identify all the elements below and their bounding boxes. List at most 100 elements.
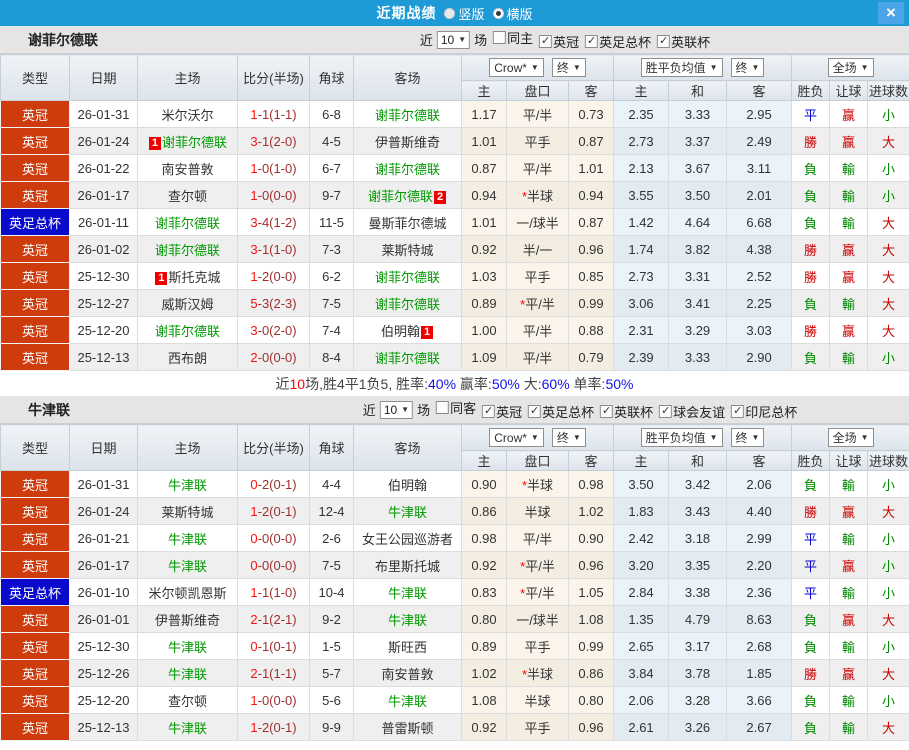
result-cell: 平 xyxy=(791,524,831,552)
home-odds: 0.89 xyxy=(461,632,507,660)
away-team: 伯明翰 xyxy=(353,470,462,498)
handicap-line: 半球 xyxy=(506,497,569,525)
away-odds: 0.87 xyxy=(567,127,615,155)
bookmaker-dropdown[interactable]: Crow* ▼ xyxy=(489,58,544,78)
match-type-badge: 英足总杯 xyxy=(0,578,70,606)
match-type-badge: 英冠 xyxy=(0,262,70,290)
match-type-badge: 英冠 xyxy=(0,605,70,633)
away-odds: 1.01 xyxy=(567,154,615,182)
bookmaker-dropdown[interactable]: Crow* ▼ xyxy=(489,428,544,448)
final-mean-dropdown[interactable]: 终 ▼ xyxy=(730,428,765,447)
filter-checkbox[interactable]: ✓ 英联杯 xyxy=(600,402,653,421)
col-away: 客场 xyxy=(353,424,462,471)
table-row: 英足总杯 26-01-11 谢菲尔德联 3-4(1-2) 11-5 曼斯菲尔德城… xyxy=(0,208,909,236)
checkbox-unchecked-icon xyxy=(436,401,450,414)
filter-checkbox[interactable]: ✓ 印尼总杯 xyxy=(731,402,797,421)
away-team: 谢菲尔德联 xyxy=(353,154,462,182)
corner-count: 9-7 xyxy=(309,181,354,209)
summary-text: 赢率: xyxy=(456,375,492,392)
final-odds-dropdown[interactable]: 终 ▼ xyxy=(551,427,586,447)
home-team: 牛津联 xyxy=(137,551,238,579)
away-team: 谢菲尔德联 xyxy=(353,100,462,128)
match-date: 26-01-11 xyxy=(69,208,138,236)
match-score: 1-2(0-1) xyxy=(237,713,310,741)
col-goals: 进球数 xyxy=(867,450,909,471)
wdl-mean-dropdown[interactable]: 胜平负均值 ▼ xyxy=(640,58,723,77)
table-row: 英冠 26-01-31 牛津联 0-2(0-1) 4-4 伯明翰 0.90 *半… xyxy=(0,470,909,498)
games-count-dropdown[interactable]: 10 ▼ xyxy=(379,400,414,419)
horizontal-layout-radio[interactable]: 横版 xyxy=(492,4,533,23)
mean-home-odds: 2.84 xyxy=(613,578,670,606)
handicap-line: 平/半 xyxy=(506,316,569,344)
fulltime-dropdown[interactable]: 全场 ▼ xyxy=(827,428,874,447)
match-score: 1-0(1-0) xyxy=(237,154,310,182)
home-odds: 0.92 xyxy=(461,713,507,741)
match-date: 25-12-30 xyxy=(69,262,138,290)
chevron-down-icon: ▼ xyxy=(572,432,581,442)
mean-home-odds: 2.73 xyxy=(613,262,670,290)
final-odds-dropdown[interactable]: 终 ▼ xyxy=(551,57,586,77)
titlebar: 近期战绩 竖版 横版 × xyxy=(0,0,909,26)
final-mean-dropdown[interactable]: 终 ▼ xyxy=(730,58,765,77)
result-cell: 勝 xyxy=(791,316,831,344)
away-odds: 0.87 xyxy=(567,208,615,236)
home-team: 伊普斯维奇 xyxy=(137,605,238,633)
mean-draw-odds: 3.35 xyxy=(668,551,728,579)
match-score: 1-2(0-0) xyxy=(237,262,310,290)
filter-controls: 近 10 ▼ 场 同主 ✓ 英冠 ✓ 英足总杯 ✓ 英联杯 xyxy=(420,28,710,51)
away-odds: 0.99 xyxy=(567,632,615,660)
filter-checkbox[interactable]: ✓ 英足总杯 xyxy=(528,402,594,421)
filter-checkbox[interactable]: 同主 xyxy=(493,28,533,47)
radio-checked-icon xyxy=(492,7,504,19)
games-count-dropdown[interactable]: 10 ▼ xyxy=(436,30,471,49)
match-date: 26-01-24 xyxy=(69,127,138,155)
match-type-badge: 英冠 xyxy=(0,470,70,498)
col-handicap: 盘口 xyxy=(506,450,569,471)
goals-result-cell: 大 xyxy=(867,713,909,741)
fulltime-dropdown[interactable]: 全场 ▼ xyxy=(827,58,874,77)
filter-checkbox[interactable]: ✓ 球会友谊 xyxy=(659,402,725,421)
mean-home-odds: 3.20 xyxy=(613,551,670,579)
corner-count: 11-5 xyxy=(309,208,354,236)
section-bar-oxford: 牛津联 近 10 ▼ 场 同客 ✓ 英冠 ✓ 英足总杯 ✓ 英联杯 ✓ 球会友谊 ✓ 印尼总杯 xyxy=(0,396,909,424)
match-type-badge: 英冠 xyxy=(0,343,70,371)
match-date: 26-01-17 xyxy=(69,181,138,209)
vertical-layout-radio[interactable]: 竖版 xyxy=(444,4,485,23)
col-date: 日期 xyxy=(69,424,138,471)
col-odds-away: 客 xyxy=(567,450,615,471)
table-row: 英冠 25-12-20 谢菲尔德联 3-0(2-0) 7-4 伯明翰 1 1.00… xyxy=(0,316,909,344)
col-result: 胜负 xyxy=(791,450,831,471)
handicap-line: 平手 xyxy=(506,713,569,741)
handicap-result-cell: 輸 xyxy=(829,289,869,317)
table-row: 英冠 26-01-01 伊普斯维奇 2-1(2-1) 9-2 牛津联 0.80 … xyxy=(0,605,909,633)
mean-away-odds: 4.40 xyxy=(726,497,793,525)
goals-result-cell: 大 xyxy=(867,208,909,236)
mean-draw-odds: 3.33 xyxy=(668,343,728,371)
handicap-result-cell: 輸 xyxy=(829,632,869,660)
checkbox-checked-icon: ✓ xyxy=(659,405,673,418)
handicap-result-cell: 輸 xyxy=(829,686,869,714)
wdl-mean-dropdown[interactable]: 胜平负均值 ▼ xyxy=(640,428,723,447)
col-corner: 角球 xyxy=(309,54,354,101)
close-button[interactable]: × xyxy=(878,2,904,24)
col-mean-draw: 和 xyxy=(668,80,728,101)
home-team: 1 谢菲尔德联 xyxy=(137,127,238,155)
corner-count: 7-3 xyxy=(309,235,354,263)
handicap-result-cell: 赢 xyxy=(829,100,869,128)
filter-checkbox[interactable]: ✓ 英足总杯 xyxy=(585,32,651,51)
mean-home-odds: 3.50 xyxy=(613,470,670,498)
filter-checkbox[interactable]: ✓ 英冠 xyxy=(539,32,579,51)
mean-draw-odds: 3.29 xyxy=(668,316,728,344)
mean-home-odds: 1.74 xyxy=(613,235,670,263)
filter-checkbox[interactable]: ✓ 英联杯 xyxy=(657,32,710,51)
result-cell: 平 xyxy=(791,578,831,606)
corner-count: 1-5 xyxy=(309,632,354,660)
handicap-result-cell: 赢 xyxy=(829,316,869,344)
mean-away-odds: 2.01 xyxy=(726,181,793,209)
checkbox-checked-icon: ✓ xyxy=(657,35,671,48)
away-odds: 0.80 xyxy=(567,686,615,714)
match-score: 3-1(1-0) xyxy=(237,235,310,263)
filter-checkbox[interactable]: 同客 xyxy=(436,398,476,417)
filter-checkbox[interactable]: ✓ 英冠 xyxy=(482,402,522,421)
